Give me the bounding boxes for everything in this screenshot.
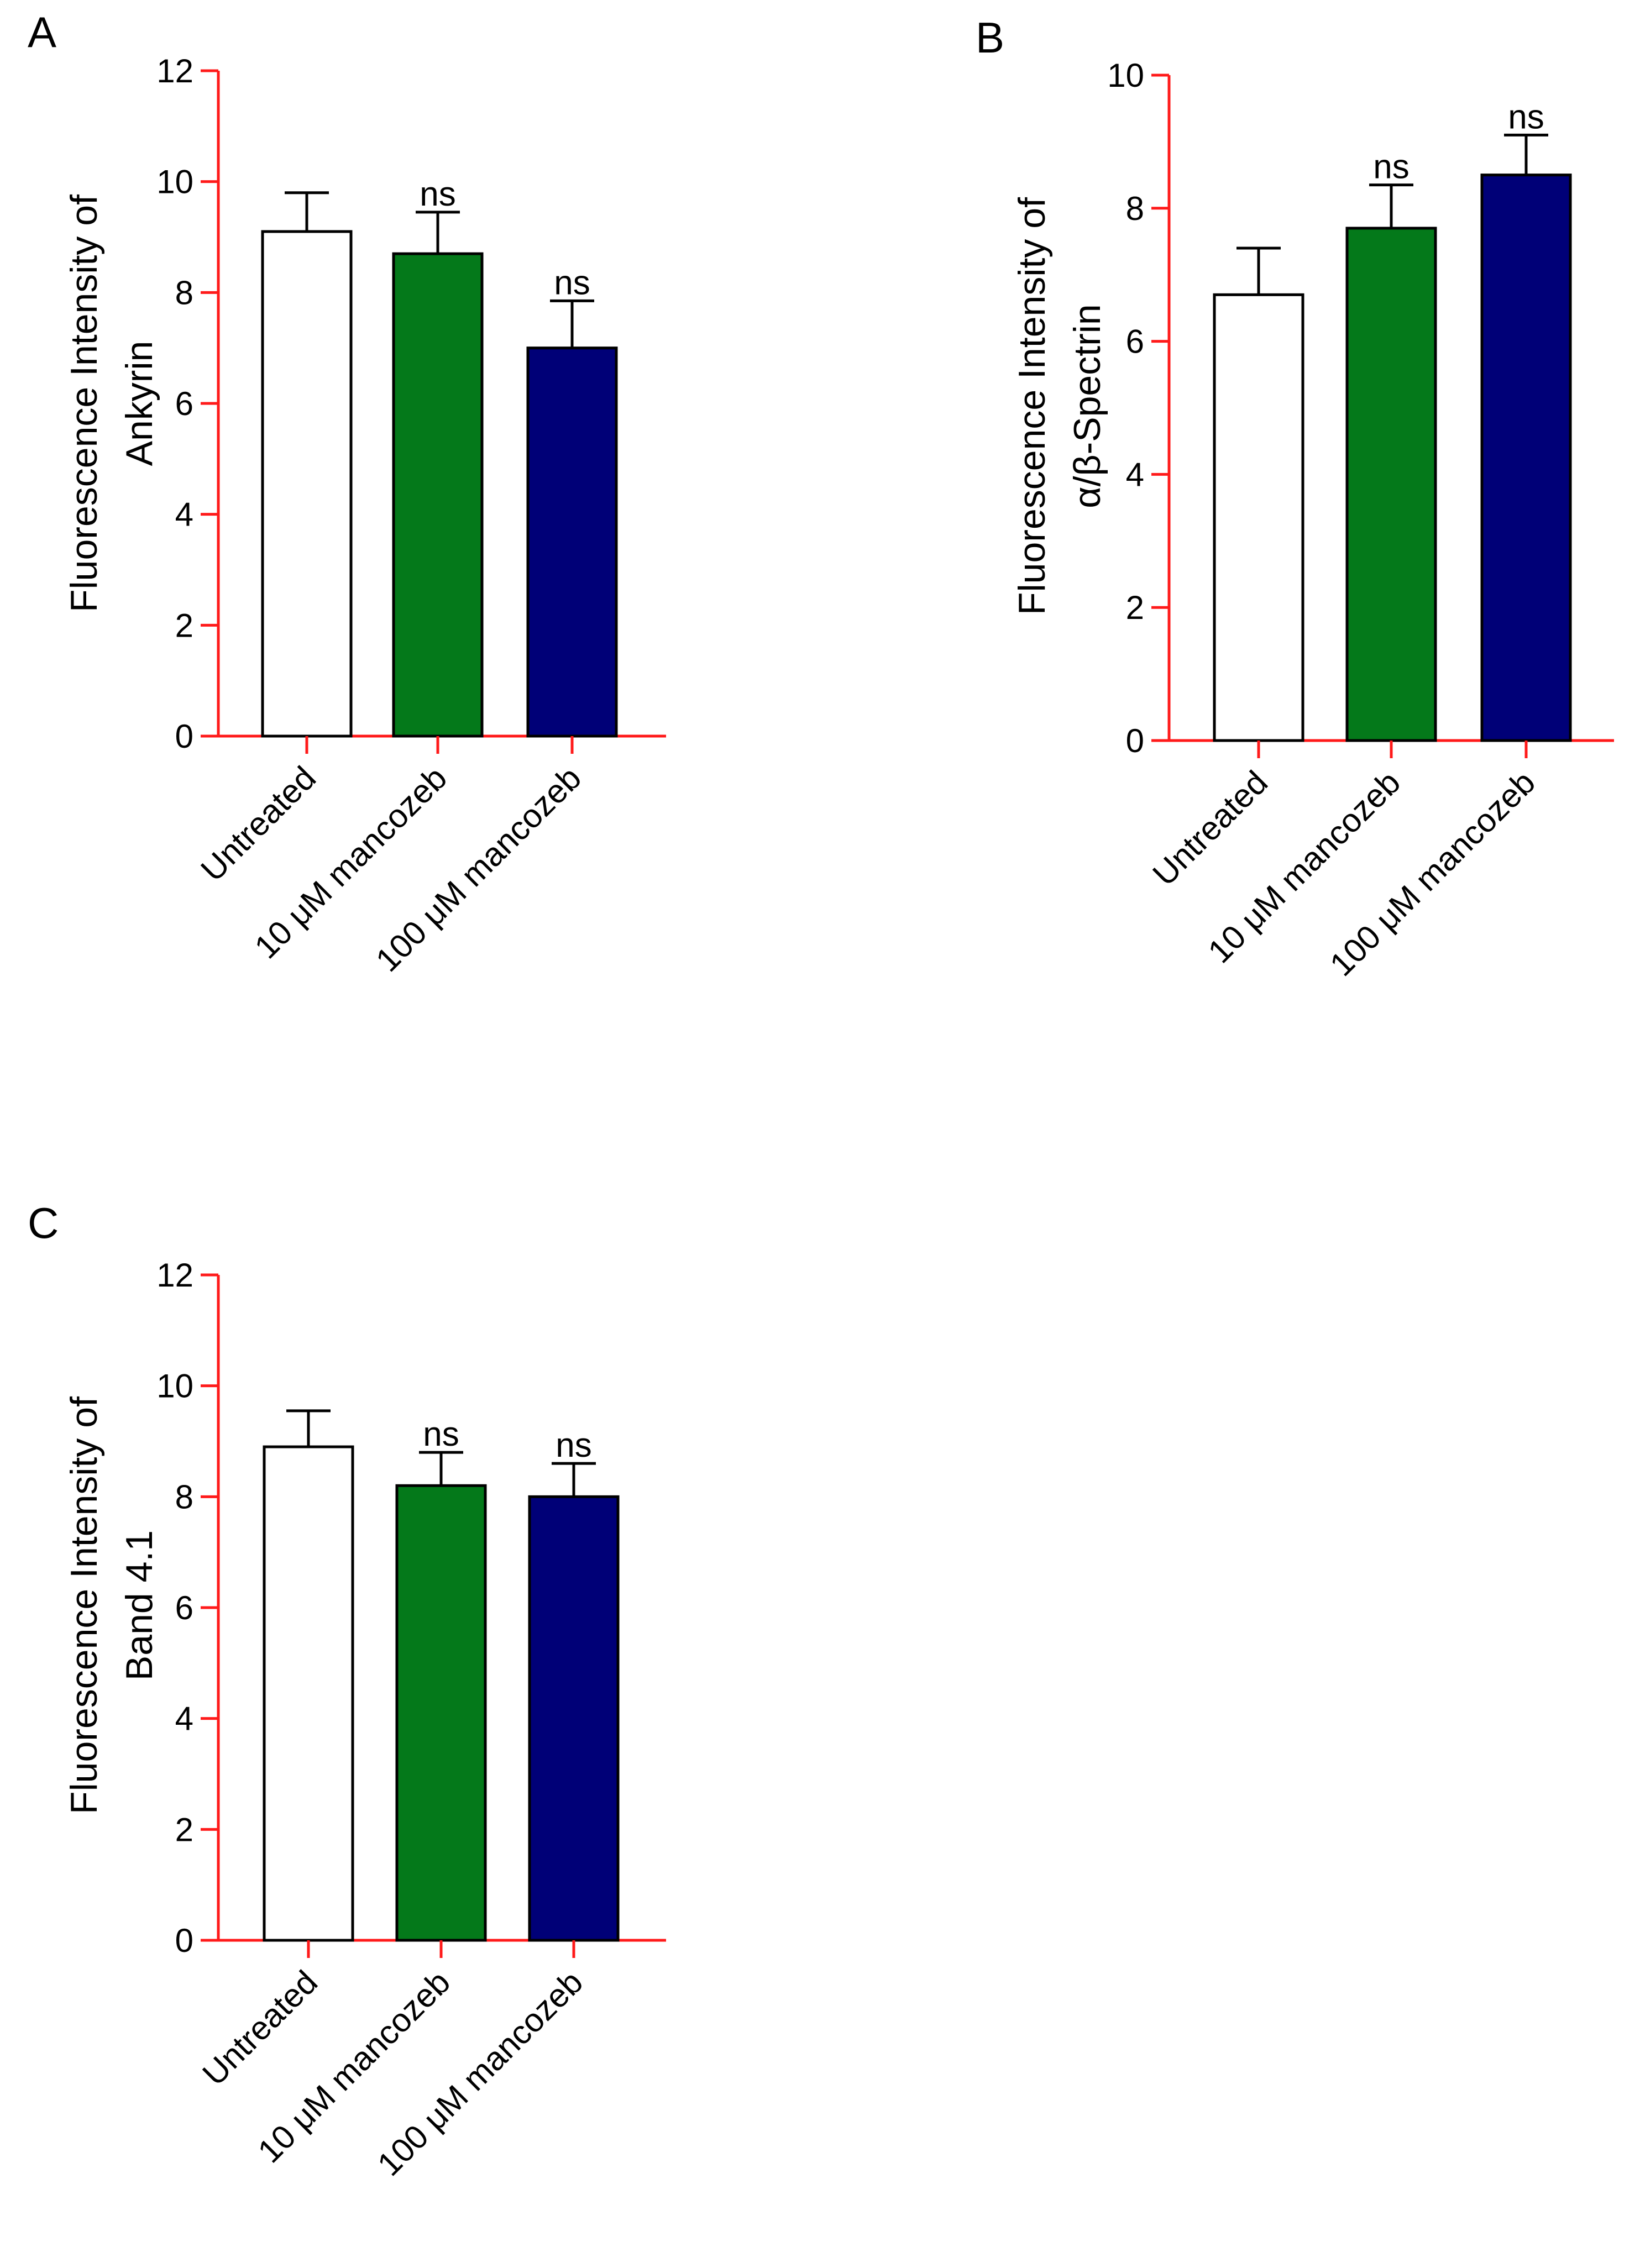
y-tick-label: 4 (175, 496, 193, 533)
panel-letter: C (28, 1199, 59, 1247)
y-tick-label: 6 (175, 1589, 193, 1626)
bar-100um (528, 1495, 620, 1942)
x-tick-label: Untreated (1145, 764, 1275, 893)
y-tick-label: 6 (175, 385, 193, 422)
bar-100um (1480, 174, 1572, 742)
y-tick-label: 8 (1126, 190, 1144, 227)
significance-label: ns (1373, 148, 1409, 186)
panel-letter: A (28, 8, 56, 56)
y-tick-label: 8 (175, 1478, 193, 1515)
y-axis-label: Fluorescence Intensity of Band 4.1 (63, 1397, 160, 1814)
bar-10um (1345, 227, 1437, 742)
y-axis-label-line: Band 4.1 (118, 1530, 160, 1681)
y-axis-label-line: α/β-Spectrin (1066, 304, 1108, 508)
y-tick-label: 10 (1107, 57, 1144, 94)
bar-untreated (1213, 293, 1304, 742)
y-tick-label: 12 (156, 53, 193, 90)
y-tick-label: 12 (156, 1257, 193, 1294)
significance-label: ns (554, 264, 590, 302)
bar-untreated (263, 1445, 354, 1942)
significance-label: ns (420, 175, 455, 213)
y-tick-label: 0 (1126, 722, 1144, 759)
significance-label: ns (423, 1415, 459, 1453)
y-tick-label: 0 (175, 1922, 193, 1959)
panel-b: B Fluorescence Intensity of α/β-Spectrin 0 2… (976, 13, 1614, 983)
y-tick-label: 10 (156, 1368, 193, 1405)
y-tick-label: 4 (1126, 456, 1144, 493)
y-axis-label-line: Fluorescence Intensity of (1011, 197, 1053, 615)
bar-10um (392, 252, 484, 738)
y-tick-label: 0 (175, 718, 193, 755)
y-axis-label: Fluorescence Intensity of α/β-Spectrin (1011, 197, 1108, 615)
y-tick-label: 2 (175, 607, 193, 644)
bar-10um (395, 1484, 487, 1942)
panel-letter: B (976, 13, 1004, 62)
panel-a: A Fluorescence Intensity of Ankyrin 0 2 4 6 8 10… (28, 8, 666, 979)
bar-untreated (261, 230, 353, 738)
y-tick-label: 8 (175, 274, 193, 311)
significance-label: ns (556, 1426, 591, 1464)
panel-c: C Fluorescence Intensity of Band 4.1 0 2 4 6 8 1… (28, 1199, 666, 2183)
x-tick-label: Untreated (193, 759, 323, 889)
y-axis-label: Fluorescence Intensity of Ankyrin (63, 195, 160, 612)
y-axis-label-line: Fluorescence Intensity of (63, 195, 105, 612)
significance-label: ns (1508, 98, 1544, 136)
x-tick-label: Untreated (195, 1964, 324, 2093)
y-tick-label: 10 (156, 164, 193, 201)
y-tick-label: 2 (1126, 589, 1144, 626)
y-tick-label: 4 (175, 1700, 193, 1737)
y-axis-label-line: Fluorescence Intensity of (63, 1397, 105, 1814)
bar-100um (526, 347, 618, 738)
y-tick-label: 6 (1126, 323, 1144, 360)
y-axis-label-line: Ankyrin (118, 341, 160, 466)
y-tick-label: 2 (175, 1811, 193, 1848)
